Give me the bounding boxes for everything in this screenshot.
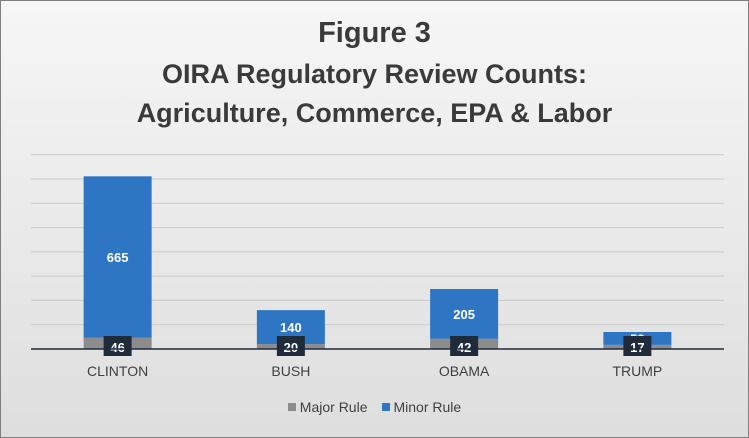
x-tick-label: TRUMP: [612, 363, 662, 379]
x-tick-label: CLINTON: [87, 363, 148, 379]
legend-label-minor-rule: Minor Rule: [393, 399, 462, 415]
legend-item-major-rule: Major Rule: [287, 399, 368, 415]
data-label-major-rule: 46: [110, 340, 124, 355]
data-label-box-major-rule: [450, 336, 479, 356]
bar-minor-rule: [430, 289, 499, 339]
data-label-box-major-rule: [276, 336, 305, 356]
data-label-box-major-rule: [103, 336, 132, 356]
chart-legend: Major Rule Minor Rule: [1, 399, 748, 415]
chart-title-line-2: OIRA Regulatory Review Counts:: [161, 59, 588, 89]
x-tick-label: OBAMA: [439, 363, 490, 379]
legend-item-minor-rule: Minor Rule: [381, 399, 462, 415]
data-label-major-rule: 17: [630, 340, 644, 355]
legend-swatch-major-rule: [287, 403, 296, 411]
x-tick-label: BUSH: [271, 363, 310, 379]
data-label-minor-rule: 140: [280, 320, 302, 335]
legend-swatch-minor-rule: [381, 403, 390, 411]
bar-minor-rule: [83, 176, 152, 338]
data-label-minor-rule: 665: [107, 250, 129, 265]
data-label-box-major-rule: [623, 336, 652, 356]
data-label-minor-rule: 205: [453, 307, 475, 322]
data-label-major-rule: 42: [457, 340, 471, 355]
legend-label-major-rule: Major Rule: [299, 399, 368, 415]
data-label-major-rule: 20: [284, 340, 298, 355]
chart-title-line-1: Figure 3: [318, 17, 431, 49]
chart-title-line-3: Agriculture, Commerce, EPA & Labor: [136, 98, 613, 128]
